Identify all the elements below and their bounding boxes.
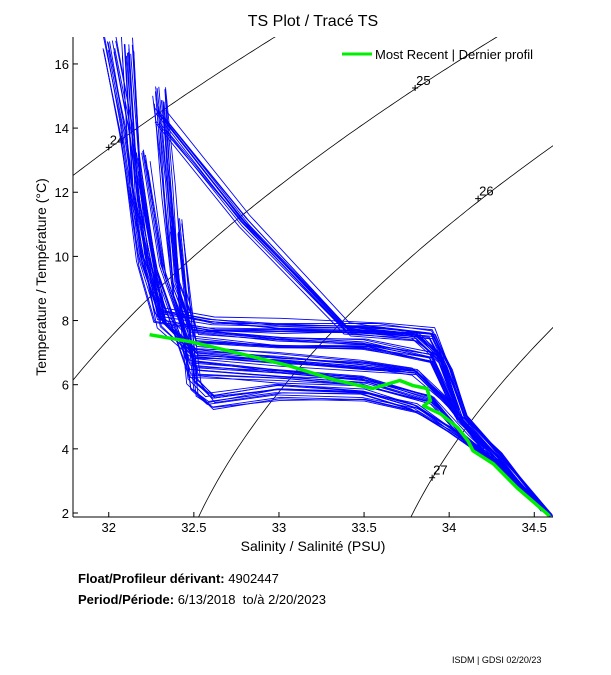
- axes: 32 32.5 33 33.5 34 34.5 2 4 6 8 10 12 14 16: [55, 37, 553, 535]
- x-tick-label: 33.5: [351, 520, 376, 535]
- density-contour-25: [73, 37, 498, 381]
- contour-marker-27: [429, 474, 436, 481]
- chart-title: TS Plot / Tracé TS: [248, 13, 378, 30]
- y-axis-label: Temperature / Température (°C): [33, 178, 49, 376]
- historical-profile-line: [103, 37, 552, 516]
- x-tick-label: 32: [102, 520, 116, 535]
- contour-label-25: 25: [416, 73, 430, 88]
- contour-marker-26: [475, 195, 482, 202]
- period-label: Period/Période:: [78, 592, 175, 607]
- historical-profile-line: [124, 44, 485, 449]
- x-tick-label: 33: [272, 520, 286, 535]
- period-to: to/à: [242, 592, 265, 607]
- density-contour-26: [198, 145, 553, 517]
- historical-profile-line: [171, 216, 533, 501]
- y-tick-label: 6: [62, 378, 69, 393]
- period-end: 2/20/2023: [268, 592, 326, 607]
- y-tick-label: 12: [55, 185, 69, 200]
- historical-profile-line: [165, 119, 461, 414]
- historical-profile-line: [159, 122, 458, 413]
- period-start: 6/13/2018: [177, 592, 236, 607]
- x-tick-label: 32.5: [181, 520, 206, 535]
- historical-profile-line: [164, 89, 543, 512]
- y-tick-label: 8: [62, 314, 69, 329]
- most-recent-profile-line: [149, 332, 551, 518]
- y-tick-label: 14: [55, 121, 69, 136]
- y-tick-label: 10: [55, 249, 69, 264]
- most-recent-profile: [149, 332, 551, 518]
- historical-profile-line: [163, 115, 458, 412]
- historical-profile-line: [177, 233, 534, 504]
- density-contour-24: [73, 37, 276, 177]
- historical-profiles: [102, 37, 553, 517]
- float-info: Float/Profileur dérivant: 4902447: [78, 571, 279, 586]
- y-tick-label: 4: [62, 442, 69, 457]
- historical-profile-line: [181, 219, 534, 503]
- contour-marker-24: [105, 144, 112, 151]
- historical-profile-line: [104, 37, 553, 515]
- historical-profile-line: [127, 52, 485, 452]
- footer-credit: ISDM | GDSI 02/20/23: [452, 655, 542, 665]
- y-tick-label: 2: [62, 506, 69, 521]
- y-tick-label: 16: [55, 57, 69, 72]
- float-label: Float/Profileur dérivant:: [78, 571, 225, 586]
- x-axis-label: Salinity / Salinité (PSU): [241, 538, 386, 554]
- contour-label-27: 27: [433, 463, 447, 478]
- legend: Most Recent | Dernier profil: [342, 47, 533, 62]
- float-id: 4902447: [228, 571, 279, 586]
- legend-label: Most Recent | Dernier profil: [375, 47, 533, 62]
- historical-profile-line: [155, 86, 543, 510]
- historical-profile-line: [115, 37, 553, 516]
- historical-profile-line: [132, 37, 484, 448]
- density-contour-27: [410, 326, 553, 517]
- contour-label-26: 26: [479, 184, 493, 199]
- x-tick-label: 34: [442, 520, 456, 535]
- x-tick-label: 34.5: [522, 520, 547, 535]
- contour-marker-25: [412, 84, 419, 91]
- historical-profile-line: [130, 53, 484, 452]
- period-info: Period/Période: 6/13/2018 to/à 2/20/2023: [78, 592, 326, 607]
